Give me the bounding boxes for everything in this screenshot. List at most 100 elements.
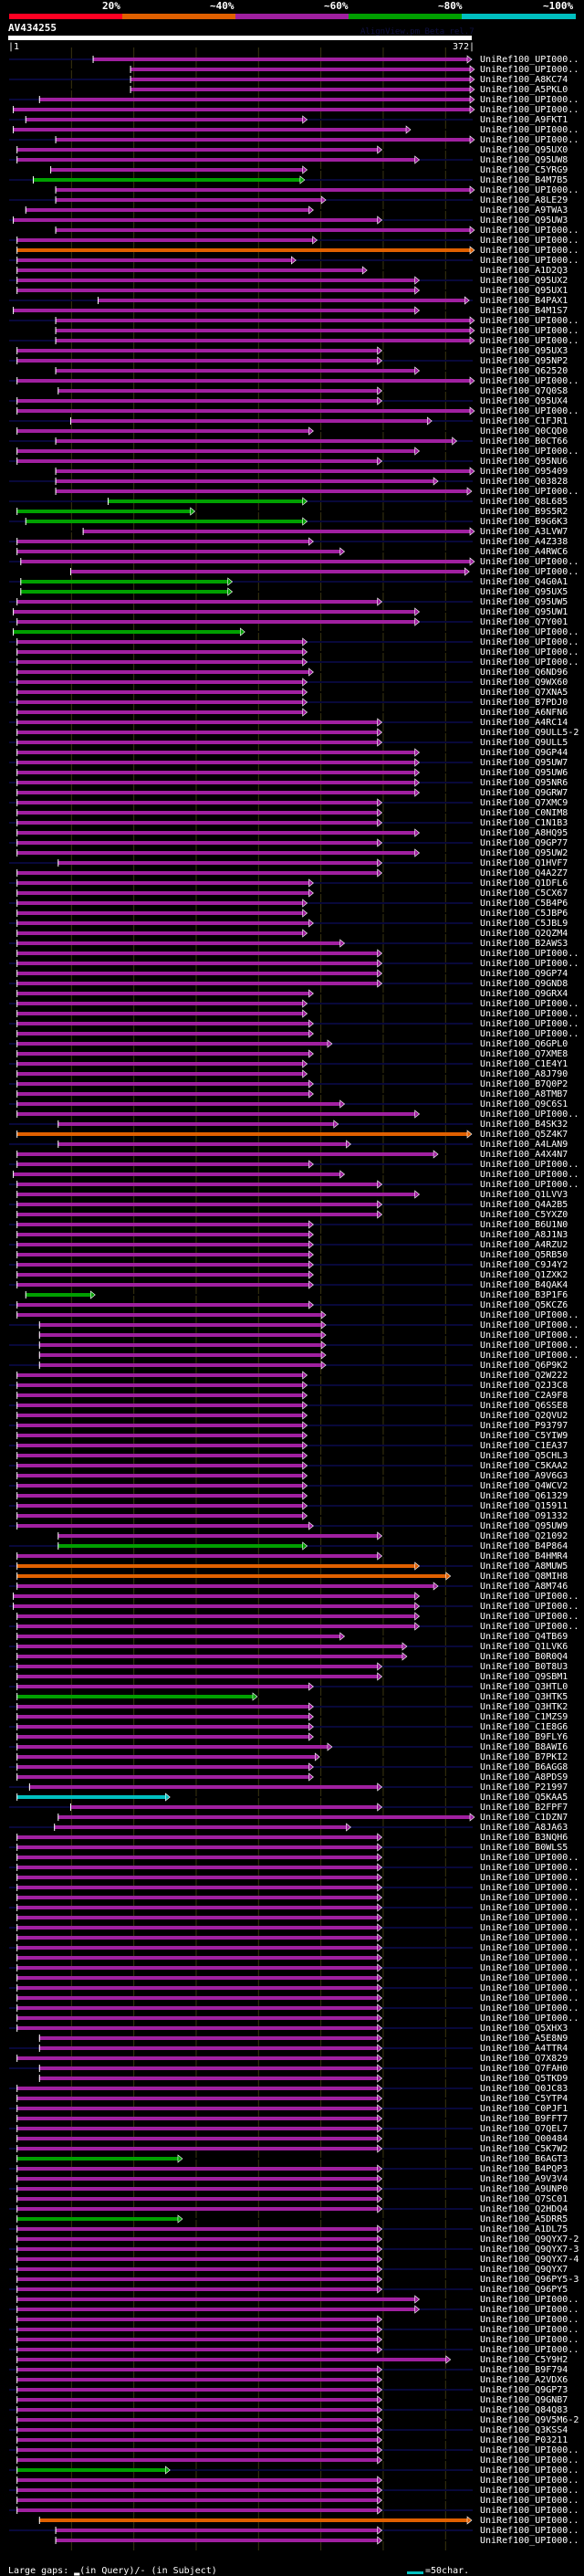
- row-label[interactable]: UniRef100_B0WLS5: [480, 1843, 568, 1853]
- row-label[interactable]: UniRef100_B4PAX1: [480, 296, 568, 306]
- row-label[interactable]: UniRef100_UPI000..: [480, 557, 579, 567]
- row-label[interactable]: UniRef100_UPI000..: [480, 657, 579, 668]
- row-label[interactable]: UniRef100_Q0JC83: [480, 2084, 568, 2094]
- row-label[interactable]: UniRef100_UPI000..: [480, 1893, 579, 1903]
- row-label[interactable]: UniRef100_UPI000..: [480, 1913, 579, 1923]
- row-label[interactable]: UniRef100_UPI000..: [480, 1320, 579, 1330]
- row-label[interactable]: UniRef100_UPI000..: [480, 1622, 579, 1632]
- row-label[interactable]: UniRef100_B4M1S7: [480, 306, 568, 316]
- row-label[interactable]: UniRef100_Q03828: [480, 477, 568, 487]
- row-label[interactable]: UniRef100_Q9GP44: [480, 748, 568, 758]
- row-label[interactable]: UniRef100_A4RWC6: [480, 547, 568, 557]
- row-label[interactable]: UniRef100_Q7X829: [480, 2054, 568, 2064]
- row-label[interactable]: UniRef100_UPI000..: [480, 2445, 579, 2455]
- row-label[interactable]: UniRef100_A4TTR4: [480, 2044, 568, 2054]
- row-label[interactable]: UniRef100_Q9GRX4: [480, 989, 568, 999]
- row-label[interactable]: UniRef100_Q6ND96: [480, 668, 568, 678]
- row-label[interactable]: UniRef100_C1E4Y1: [480, 1059, 568, 1069]
- row-label[interactable]: UniRef100_UPI000..: [480, 1170, 579, 1180]
- row-label[interactable]: UniRef100_C1EA37: [480, 1441, 568, 1451]
- row-label[interactable]: UniRef100_B7PDJ0: [480, 698, 568, 708]
- row-label[interactable]: UniRef100_B4P864: [480, 1541, 568, 1551]
- row-label[interactable]: UniRef100_UPI000..: [480, 1973, 579, 1983]
- row-label[interactable]: UniRef100_B0CT66: [480, 436, 568, 447]
- row-label[interactable]: UniRef100_UPI000..: [480, 1109, 579, 1120]
- row-label[interactable]: UniRef100_UPI000..: [480, 1963, 579, 1973]
- row-label[interactable]: UniRef100_A8MUW5: [480, 1561, 568, 1572]
- row-label[interactable]: UniRef100_B9FFT7: [480, 2114, 568, 2124]
- row-label[interactable]: UniRef100_Q96PY5-3: [480, 2275, 579, 2285]
- row-label[interactable]: UniRef100_C5K7W2: [480, 2144, 568, 2154]
- row-label[interactable]: UniRef100_Q9GRW7: [480, 788, 568, 798]
- row-label[interactable]: UniRef100_UPI000..: [480, 1853, 579, 1863]
- row-label[interactable]: UniRef100_C1MZS9: [480, 1712, 568, 1722]
- row-label[interactable]: UniRef100_A8LE29: [480, 195, 568, 205]
- row-label[interactable]: UniRef100_Q9QYX7-4: [480, 2255, 579, 2265]
- row-label[interactable]: UniRef100_UPI000..: [480, 1873, 579, 1883]
- row-label[interactable]: UniRef100_Q95NR6: [480, 778, 568, 788]
- row-label[interactable]: UniRef100_UPI000..: [480, 236, 579, 246]
- row-label[interactable]: UniRef100_Q7QEL7: [480, 2124, 568, 2134]
- row-label[interactable]: UniRef100_Q95UX2: [480, 276, 568, 286]
- row-label[interactable]: UniRef100_UPI000..: [480, 2496, 579, 2506]
- row-label[interactable]: UniRef100_A1D2Q3: [480, 266, 568, 276]
- row-label[interactable]: UniRef100_UPI000..: [480, 2516, 579, 2526]
- row-label[interactable]: UniRef100_UPI000..: [480, 1310, 579, 1320]
- row-label[interactable]: UniRef100_Q7Y001: [480, 617, 568, 627]
- row-label[interactable]: UniRef100_UPI000..: [480, 999, 579, 1009]
- row-label[interactable]: UniRef100_Q5TKD9: [480, 2074, 568, 2084]
- row-label[interactable]: UniRef100_B9S5R2: [480, 507, 568, 517]
- row-label[interactable]: UniRef100_Q95UX3: [480, 346, 568, 356]
- row-label[interactable]: UniRef100_UPI000..: [480, 226, 579, 236]
- row-label[interactable]: UniRef100_UPI000..: [480, 1933, 579, 1943]
- row-label[interactable]: UniRef100_B7Q0P2: [480, 1079, 568, 1089]
- row-label[interactable]: UniRef100_UPI000..: [480, 1341, 579, 1351]
- row-label[interactable]: UniRef100_Q84Q83: [480, 2405, 568, 2415]
- row-label[interactable]: UniRef100_UPI000..: [480, 1160, 579, 1170]
- row-label[interactable]: UniRef100_UPI000..: [480, 2003, 579, 2013]
- row-label[interactable]: UniRef100_UPI000..: [480, 2536, 579, 2546]
- row-label[interactable]: UniRef100_B0T8U3: [480, 1662, 568, 1672]
- row-label[interactable]: UniRef100_Q7SC01: [480, 2194, 568, 2204]
- row-label[interactable]: UniRef100_Q95UW6: [480, 768, 568, 778]
- row-label[interactable]: UniRef100_C5YRG9: [480, 165, 568, 175]
- row-label[interactable]: UniRef100_A8J1N3: [480, 1230, 568, 1240]
- row-label[interactable]: UniRef100_B9FLY6: [480, 1732, 568, 1742]
- row-label[interactable]: UniRef100_Q3HTK2: [480, 1702, 568, 1712]
- row-label[interactable]: UniRef100_C1DZN7: [480, 1813, 568, 1823]
- row-label[interactable]: UniRef100_Q9GNB7: [480, 2395, 568, 2405]
- row-label[interactable]: UniRef100_B4SK32: [480, 1120, 568, 1130]
- row-label[interactable]: UniRef100_Q5CHL3: [480, 1451, 568, 1461]
- row-label[interactable]: UniRef100_Q1LVV3: [480, 1190, 568, 1200]
- row-label[interactable]: UniRef100_C5YTP4: [480, 2094, 568, 2104]
- row-label[interactable]: UniRef100_UPI000..: [480, 2506, 579, 2516]
- row-label[interactable]: UniRef100_Q7FAH0: [480, 2064, 568, 2074]
- row-label[interactable]: UniRef100_Q7XNA5: [480, 688, 568, 698]
- row-label[interactable]: UniRef100_B6AGG8: [480, 1762, 568, 1772]
- row-label[interactable]: UniRef100_A8KC74: [480, 75, 568, 85]
- row-label[interactable]: UniRef100_Q9QYX7-3: [480, 2245, 579, 2255]
- row-label[interactable]: UniRef100_UPI000..: [480, 125, 579, 135]
- row-label[interactable]: UniRef100_UPI000..: [480, 316, 579, 326]
- row-label[interactable]: UniRef100_UPI000..: [480, 2466, 579, 2476]
- row-label[interactable]: UniRef100_UPI000..: [480, 1029, 579, 1039]
- row-label[interactable]: UniRef100_Q9ULL5: [480, 738, 568, 748]
- row-label[interactable]: UniRef100_B7PKI2: [480, 1752, 568, 1762]
- row-label[interactable]: UniRef100_Q9C6S1: [480, 1099, 568, 1109]
- row-label[interactable]: UniRef100_Q95UX0: [480, 145, 568, 155]
- row-label[interactable]: UniRef100_A4RZU2: [480, 1240, 568, 1250]
- row-label[interactable]: UniRef100_Q6P9K2: [480, 1361, 568, 1371]
- row-label[interactable]: UniRef100_Q96PY5: [480, 2285, 568, 2295]
- row-label[interactable]: UniRef100_C5KAA2: [480, 1461, 568, 1471]
- row-label[interactable]: UniRef100_C5CX67: [480, 888, 568, 899]
- row-label[interactable]: UniRef100_C5YIW9: [480, 1431, 568, 1441]
- row-label[interactable]: UniRef100_UPI000..: [480, 637, 579, 647]
- row-label[interactable]: UniRef100_Q1LVK6: [480, 1642, 568, 1652]
- row-label[interactable]: UniRef100_B4HMR4: [480, 1551, 568, 1561]
- row-label[interactable]: UniRef100_A2VDX6: [480, 2375, 568, 2385]
- row-label[interactable]: UniRef100_A4X4N7: [480, 1150, 568, 1160]
- row-label[interactable]: UniRef100_Q9QYX7: [480, 2265, 568, 2275]
- row-label[interactable]: UniRef100_C5YXZ0: [480, 1210, 568, 1220]
- row-label[interactable]: UniRef100_C1FJR1: [480, 416, 568, 426]
- row-label[interactable]: UniRef100_Q4G0A1: [480, 577, 568, 587]
